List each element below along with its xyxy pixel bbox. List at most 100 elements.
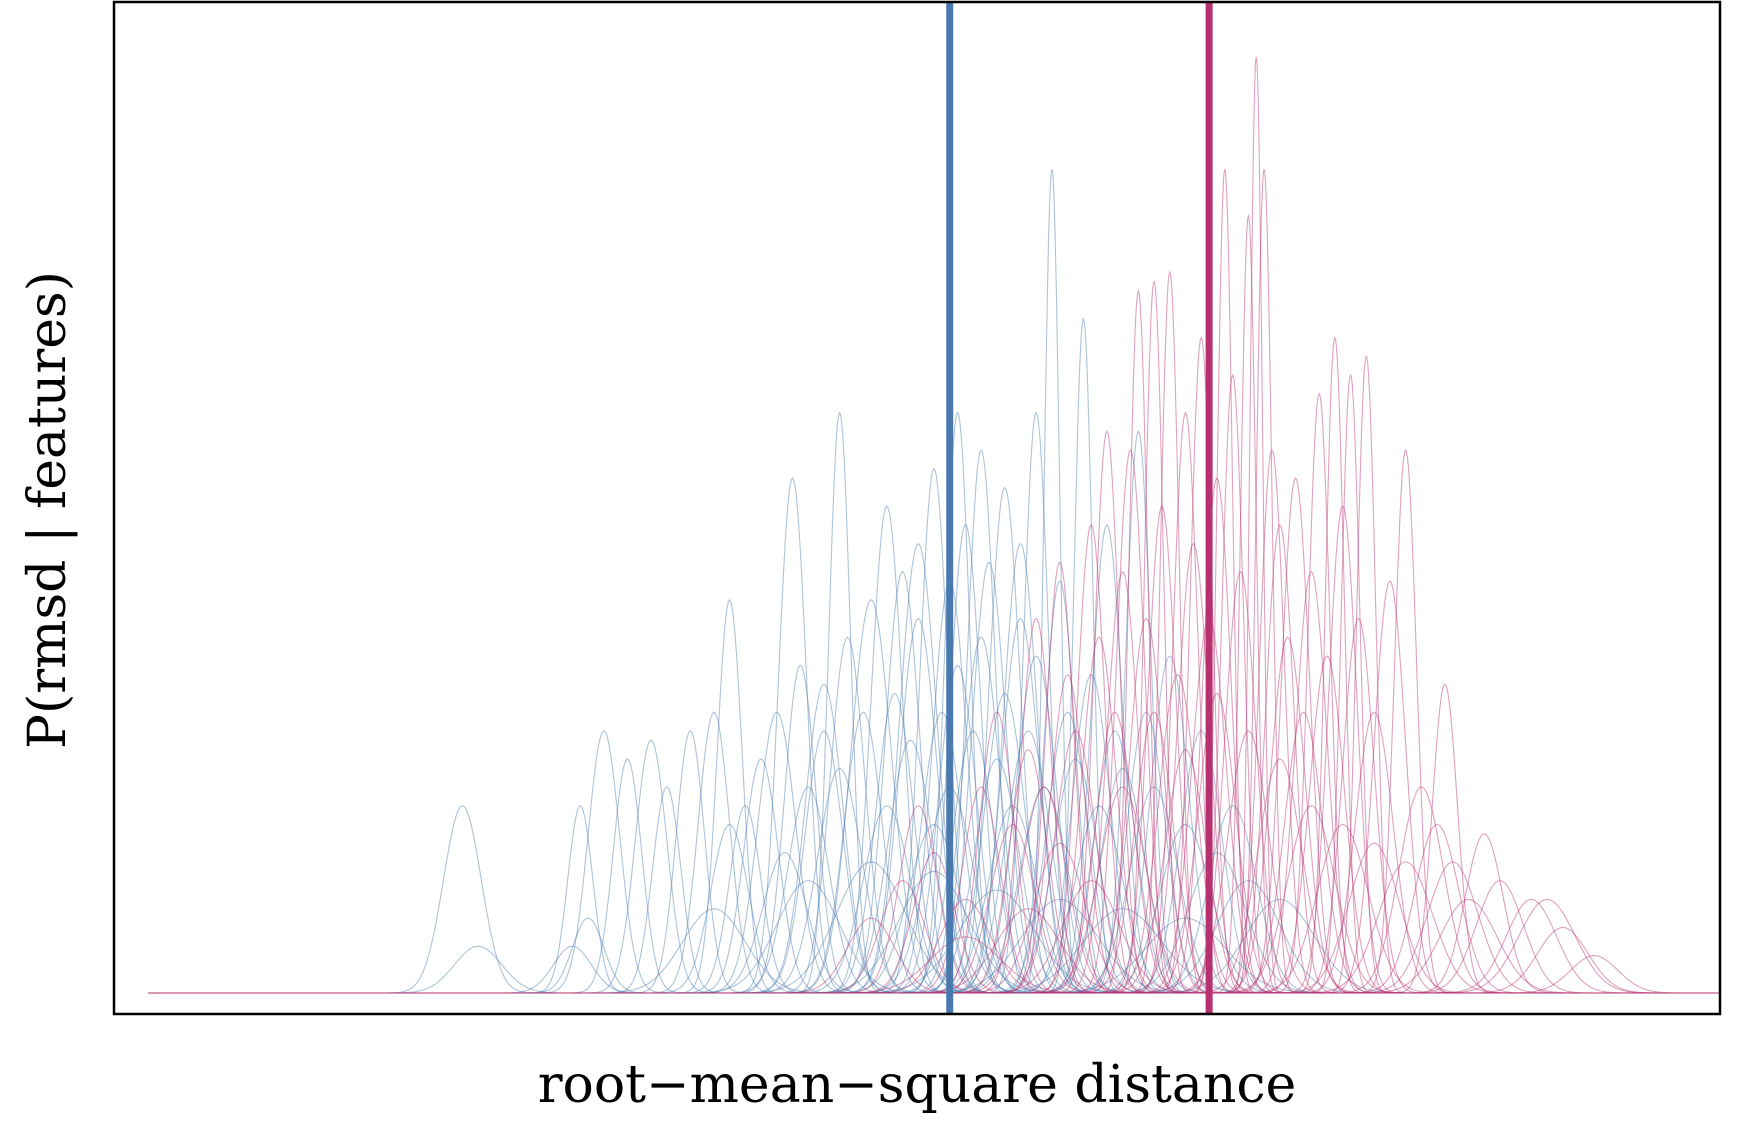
density-curve [148, 664, 1720, 994]
density-curve [148, 411, 1720, 994]
density-curve [148, 335, 1720, 994]
density-curve [148, 711, 1720, 994]
density-curve [148, 898, 1720, 994]
density-curve [148, 599, 1720, 994]
density-curve [148, 823, 1720, 994]
density-curve [148, 842, 1720, 994]
density-curve [148, 852, 1720, 994]
density-curve [148, 805, 1720, 994]
density-curve [148, 889, 1720, 994]
density-curve [148, 730, 1720, 994]
density-curve [148, 730, 1720, 994]
density-curve [148, 523, 1720, 994]
density-curve [148, 411, 1720, 994]
density-curve [148, 411, 1720, 994]
density-curve [148, 448, 1720, 994]
density-curve [148, 917, 1720, 994]
density-curve [148, 674, 1720, 994]
density-curve [148, 692, 1720, 994]
density-curve [148, 748, 1720, 994]
density-curve [148, 448, 1720, 994]
density-curve [148, 767, 1720, 994]
density-curve [148, 542, 1720, 994]
density-curve [148, 898, 1720, 994]
density-curve [148, 169, 1720, 994]
density-curve [148, 711, 1720, 994]
density-curve [148, 945, 1720, 994]
density-curve [148, 711, 1720, 994]
density-curve [148, 505, 1720, 994]
density-curve [148, 655, 1720, 994]
density-curve [148, 448, 1720, 994]
density-curve [148, 674, 1720, 994]
density-curve [148, 561, 1720, 994]
density-curve [148, 523, 1720, 994]
density-curve [148, 730, 1720, 994]
density-curve [148, 692, 1720, 994]
density-curve [148, 373, 1720, 994]
y-axis-title: P(rmsd | features) [18, 271, 78, 749]
density-curve [148, 842, 1720, 994]
density-curve [148, 805, 1720, 994]
density-curve [148, 570, 1720, 994]
density-curve [148, 786, 1720, 994]
density-curve [148, 898, 1720, 994]
density-curve [148, 823, 1720, 994]
density-curve [148, 739, 1720, 994]
plot-frame [112, 0, 1722, 1016]
density-curve [148, 524, 1720, 994]
density-curve [148, 711, 1720, 994]
density-curve [148, 833, 1720, 994]
density-curve [148, 430, 1720, 994]
blue-curves [148, 169, 1720, 994]
density-curve [148, 664, 1720, 994]
density-curve [148, 758, 1720, 994]
density-curve [148, 542, 1720, 994]
density-curve [148, 336, 1720, 994]
density-curve [148, 908, 1720, 994]
density-curve [148, 169, 1720, 994]
density-curve [148, 683, 1720, 994]
density-curve [148, 617, 1720, 994]
mean-lines [946, 2, 1213, 1014]
density-curve [148, 655, 1720, 994]
density-curve [148, 711, 1720, 994]
density-curve [148, 852, 1720, 994]
pink-curves [148, 56, 1720, 994]
density-curve [148, 880, 1720, 994]
density-curve [148, 908, 1720, 994]
density-curve [148, 898, 1720, 994]
density-curve [148, 823, 1720, 994]
density-curve [148, 945, 1720, 994]
density-curve [148, 730, 1720, 994]
density-curve [148, 730, 1720, 994]
density-curve [148, 598, 1720, 994]
density-curve [148, 617, 1720, 994]
density-curve [148, 805, 1720, 994]
density-curve [148, 880, 1720, 994]
density-curve [148, 758, 1720, 994]
density-curve [148, 317, 1720, 994]
density-curve [148, 477, 1720, 994]
density-curve [148, 430, 1720, 994]
density-curve [148, 711, 1720, 994]
density-curve [148, 411, 1720, 994]
density-curve [148, 636, 1720, 994]
density-curve [148, 711, 1720, 994]
density-curve [148, 279, 1720, 994]
density-curve [148, 570, 1720, 994]
density-curve [148, 730, 1720, 994]
density-curve [148, 711, 1720, 994]
density-curve [148, 730, 1720, 994]
density-curve [148, 786, 1720, 994]
density-curve [148, 270, 1720, 994]
density-curve [148, 617, 1720, 994]
density-curve [148, 730, 1720, 994]
density-curve [148, 477, 1720, 994]
density-curve [148, 570, 1720, 994]
density-curve [148, 805, 1720, 994]
density-curve [148, 786, 1720, 994]
density-curve [148, 730, 1720, 994]
density-curve [148, 758, 1720, 994]
density-curve [148, 213, 1720, 994]
